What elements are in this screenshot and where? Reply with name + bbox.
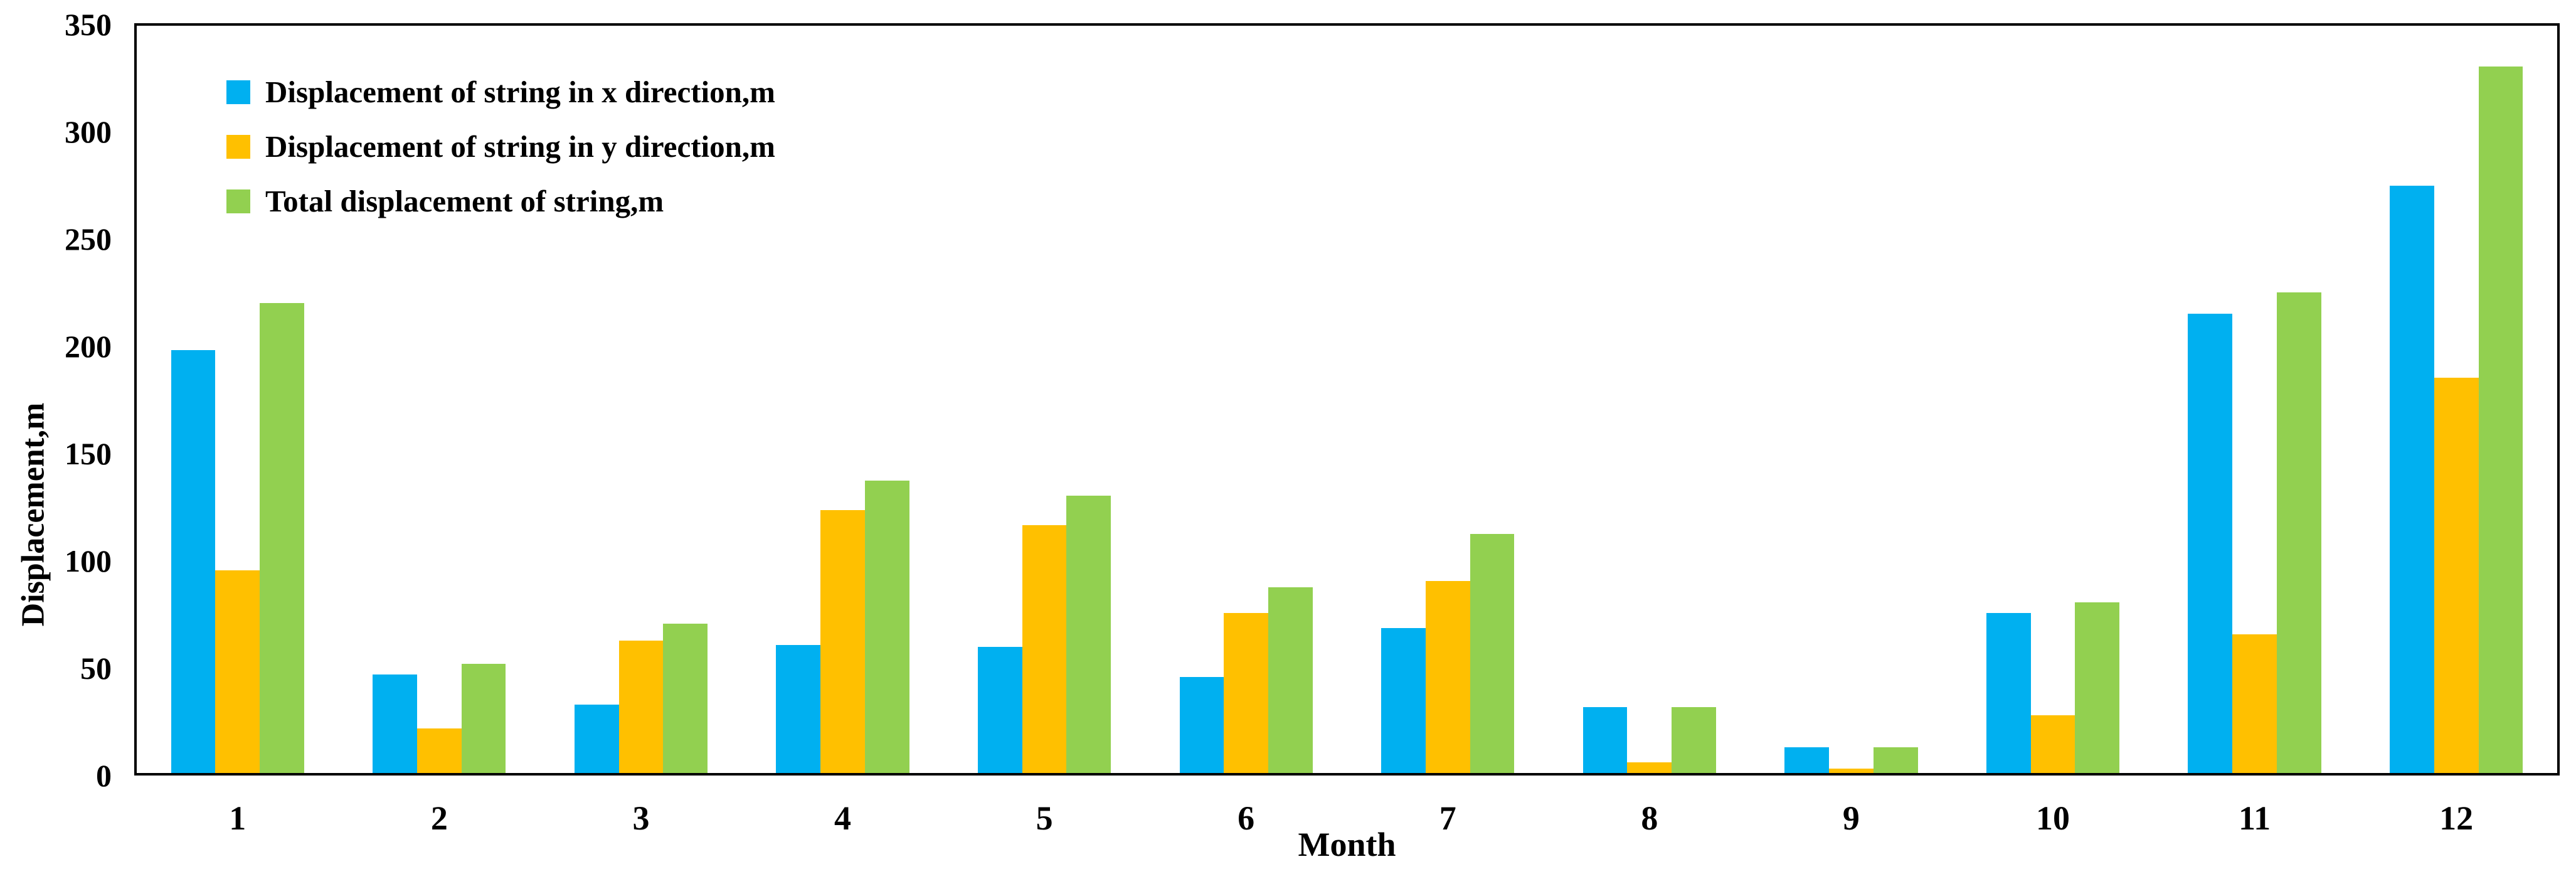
bar-series3-month-4 [864,480,909,773]
bar-series2-month-5 [1022,525,1067,773]
x-label-month-7: 7 [1439,799,1456,837]
bar-group-month-5 [943,26,1145,773]
x-axis-labels: 1 2 3 4 5 6 7 8 9 10 11 12 [137,796,2557,841]
legend-swatch-x-displacement [226,80,250,104]
bar-series2-month-12 [2434,378,2479,773]
bar-series1-month-8 [1582,706,1628,773]
x-label-month-11: 11 [2239,799,2271,837]
bar-series3-month-8 [1672,706,1716,773]
bar-series3-month-9 [1873,747,1918,773]
y-tick-50: 50 [80,651,112,686]
x-label-month-6: 6 [1238,799,1255,837]
legend-swatch-total-displacement [226,189,250,213]
bar-series2-month-8 [1627,762,1672,773]
bar-series3-month-1 [260,303,304,773]
legend-swatch-y-displacement [226,135,250,159]
bar-series3-month-12 [2478,66,2523,773]
bar-group-month-7 [1347,26,1549,773]
bar-group-month-11 [2154,26,2356,773]
x-label-month-3: 3 [632,799,650,837]
bar-series2-month-6 [1224,612,1269,773]
legend-item-y-displacement: Displacement of string in y direction,m [226,131,775,163]
x-label-month-12: 12 [2439,799,2474,837]
legend-item-x-displacement: Displacement of string in x direction,m [226,77,775,108]
bar-group-month-6 [1145,26,1347,773]
bar-series2-month-11 [2232,634,2277,773]
bar-series3-month-2 [461,664,506,773]
bar-series3-month-7 [1470,533,1515,773]
bar-group-month-10 [1952,26,2154,773]
bar-series2-month-1 [215,570,260,773]
y-tick-200: 200 [65,329,112,364]
y-tick-0: 0 [96,758,112,793]
y-tick-350: 350 [65,7,112,42]
bar-group-month-3 [540,26,742,773]
bar-group-month-12 [2355,26,2557,773]
bar-group-month-9 [1751,26,1953,773]
y-tick-150: 150 [65,436,112,471]
x-label-month-10: 10 [2035,799,2070,837]
y-tick-250: 250 [65,221,112,257]
bar-series1-month-5 [978,647,1022,773]
x-label-month-2: 2 [430,799,448,837]
bar-series2-month-9 [1829,769,1874,773]
x-label-month-8: 8 [1641,799,1658,837]
x-label-month-9: 9 [1842,799,1860,837]
bar-series1-month-6 [1179,676,1224,773]
x-label-month-1: 1 [229,799,246,837]
x-label-month-5: 5 [1036,799,1053,837]
bar-group-month-8 [1549,26,1751,773]
legend-label-y-displacement: Displacement of string in y direction,m [265,129,775,164]
bar-series3-month-11 [2276,292,2321,773]
bar-group-month-2 [339,26,541,773]
bar-series2-month-7 [1425,580,1470,773]
legend-label-x-displacement: Displacement of string in x direction,m [265,75,775,109]
bar-group-month-4 [742,26,944,773]
bar-series2-month-10 [2030,715,2075,773]
bar-series3-month-10 [2075,602,2120,773]
bar-series1-month-1 [171,350,216,773]
bar-series1-month-12 [2390,186,2434,773]
bar-group-month-1 [137,26,339,773]
bar-series1-month-7 [1381,627,1426,773]
bar-series3-month-5 [1066,495,1111,773]
x-axis-title: Month [1298,826,1396,863]
bar-series3-month-3 [663,623,708,773]
bars-container [137,26,2557,773]
bar-series1-month-4 [776,644,821,773]
bar-series1-month-10 [1986,612,2031,773]
y-tick-300: 300 [65,114,112,149]
bar-series1-month-9 [1784,747,1830,773]
legend-label-total-displacement: Total displacement of string,m [265,184,664,218]
legend: Displacement of string in x direction,m … [226,77,775,240]
plot-area: Displacement of string in x direction,m … [134,23,2560,776]
x-label-month-4: 4 [834,799,852,837]
y-tick-100: 100 [65,543,112,578]
bar-series2-month-3 [618,641,664,773]
bar-series2-month-4 [820,510,865,773]
bar-series1-month-3 [574,705,619,773]
bar-series2-month-2 [417,728,462,773]
bar-series1-month-11 [2188,314,2233,773]
bar-series3-month-6 [1268,587,1313,773]
bar-series1-month-2 [373,674,417,773]
legend-item-total-displacement: Total displacement of string,m [226,186,775,217]
